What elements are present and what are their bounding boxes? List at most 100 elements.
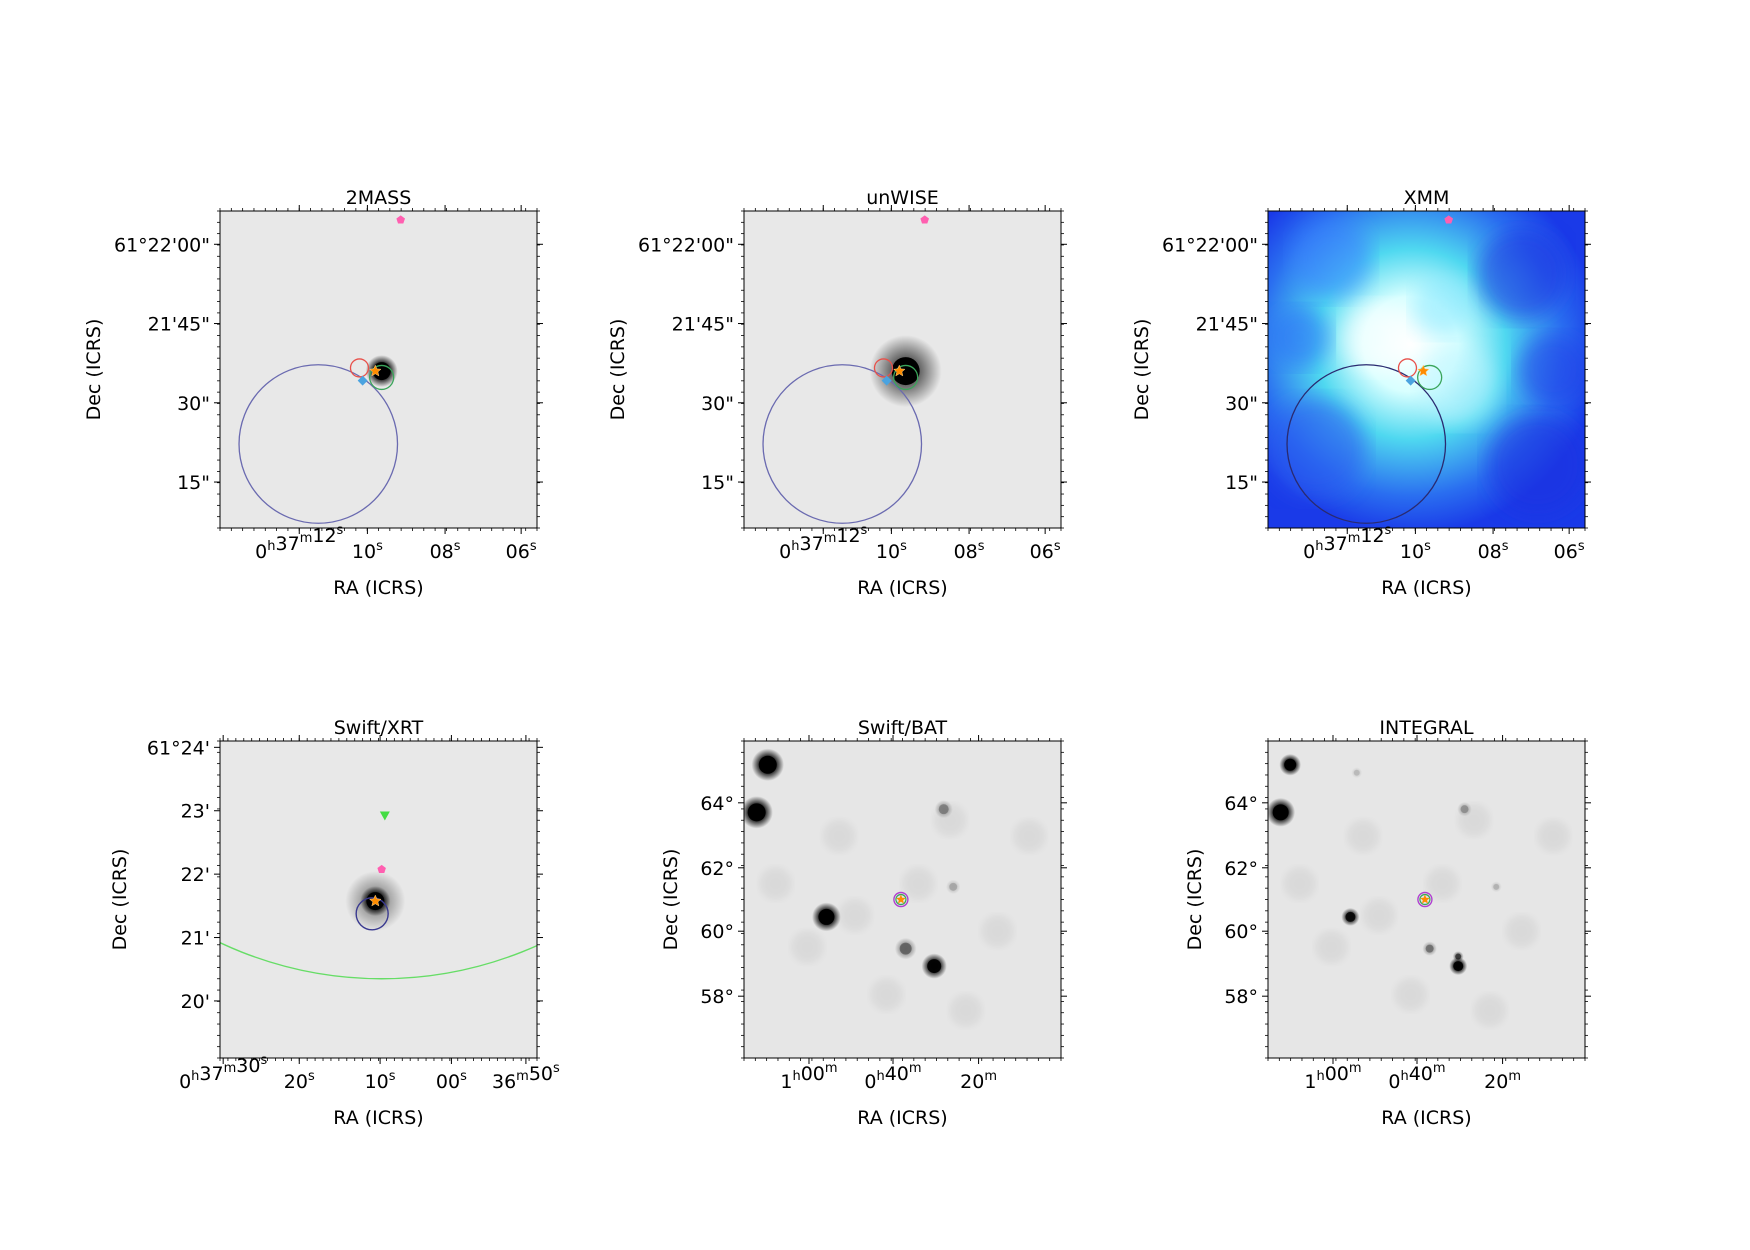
x-tick-label: 0h37m12s bbox=[779, 523, 867, 563]
field-source-core bbox=[938, 804, 949, 815]
y-tick-label: 62° bbox=[1224, 858, 1258, 880]
panel-title: INTEGRAL bbox=[1379, 717, 1474, 739]
background-fluctuation bbox=[1283, 867, 1316, 900]
red-circle bbox=[873, 358, 894, 378]
x-tick-unit: m bbox=[984, 1069, 997, 1084]
field-source-core bbox=[747, 803, 766, 822]
blue-diamond bbox=[1405, 375, 1416, 386]
x-tick-value: 1 bbox=[780, 1071, 792, 1093]
x-axis-label: RA (ICRS) bbox=[1381, 577, 1471, 599]
y-tick-label: 30" bbox=[177, 393, 210, 415]
x-tick-unit: m bbox=[909, 1061, 922, 1076]
x-tick-value: 30 bbox=[236, 1055, 260, 1077]
y-axis-label: Dec (ICRS) bbox=[109, 849, 131, 951]
panel-image bbox=[1268, 741, 1585, 1058]
y-tick-label: 58° bbox=[700, 986, 734, 1008]
field-source-core bbox=[818, 908, 835, 925]
x-tick-label: 08s bbox=[1478, 539, 1509, 563]
field-source-core bbox=[1460, 805, 1469, 814]
x-tick-label: 20s bbox=[284, 1069, 315, 1093]
x-tick-label: 10s bbox=[352, 539, 383, 563]
x-tick-value: 08 bbox=[1478, 541, 1502, 563]
x-tick-label: 36m50s bbox=[492, 1061, 560, 1093]
emission-patch bbox=[1476, 229, 1567, 320]
x-tick-unit: s bbox=[530, 539, 537, 554]
background-fluctuation bbox=[1362, 899, 1395, 932]
x-tick-unit: m bbox=[224, 1061, 237, 1076]
background-fluctuation bbox=[823, 820, 856, 853]
x-tick-value: 40 bbox=[885, 1063, 909, 1085]
emission-patch bbox=[1343, 302, 1414, 373]
background-fluctuation bbox=[1013, 820, 1046, 853]
x-tick-label: 20m bbox=[960, 1069, 997, 1093]
x-axis-label: RA (ICRS) bbox=[857, 1107, 947, 1129]
panel-image bbox=[744, 741, 1061, 1058]
panel-title: unWISE bbox=[866, 187, 939, 209]
emission-patch bbox=[1291, 218, 1372, 299]
x-tick-value: 20 bbox=[284, 1071, 308, 1093]
x-tick-unit: h bbox=[792, 1069, 800, 1084]
y-tick-label: 21'45" bbox=[148, 314, 210, 336]
x-tick-unit: s bbox=[454, 539, 461, 554]
x-tick-label: 08s bbox=[954, 539, 985, 563]
field-source-core bbox=[1353, 769, 1360, 776]
x-tick-value: 00 bbox=[1325, 1063, 1349, 1085]
position-star bbox=[368, 894, 382, 907]
background-fluctuation bbox=[870, 978, 903, 1011]
field-source-core bbox=[1455, 953, 1462, 960]
x-tick-unit: h bbox=[1400, 1069, 1408, 1084]
emission-patch bbox=[1269, 307, 1330, 368]
x-tick-unit: h bbox=[1315, 539, 1323, 554]
panel-title: Swift/XRT bbox=[334, 717, 424, 739]
y-tick-label: 15" bbox=[177, 472, 210, 494]
x-tick-value: 12 bbox=[1360, 525, 1384, 547]
y-tick-label: 64° bbox=[1224, 793, 1258, 815]
background-fluctuation bbox=[838, 899, 871, 932]
y-tick-label: 15" bbox=[701, 472, 734, 494]
y-tick-label: 22' bbox=[181, 864, 210, 886]
y-tick-label: 60° bbox=[700, 921, 734, 943]
x-tick-unit: s bbox=[1578, 539, 1585, 554]
y-tick-label: 21' bbox=[181, 928, 210, 950]
x-axis-label: RA (ICRS) bbox=[857, 577, 947, 599]
x-tick-label: 0h37m30s bbox=[179, 1053, 267, 1093]
y-tick-label: 64° bbox=[700, 793, 734, 815]
y-tick-label: 61°22'00" bbox=[638, 234, 734, 256]
field-source bbox=[1422, 941, 1437, 956]
x-tick-value: 0 bbox=[1388, 1071, 1400, 1093]
large-error-circle bbox=[1286, 364, 1447, 524]
x-tick-label: 0h40m bbox=[1388, 1061, 1445, 1093]
x-tick-unit: s bbox=[260, 1053, 267, 1068]
position-star bbox=[368, 364, 382, 377]
source-core bbox=[891, 357, 920, 386]
y-axis-label: Dec (ICRS) bbox=[1184, 849, 1206, 951]
panel-title: XMM bbox=[1404, 187, 1450, 209]
x-tick-value: 0 bbox=[255, 541, 267, 563]
x-tick-unit: s bbox=[1502, 539, 1509, 554]
y-tick-label: 15" bbox=[1225, 472, 1258, 494]
x-tick-label: 1h00m bbox=[1304, 1061, 1361, 1093]
background-fluctuation bbox=[759, 867, 792, 900]
x-tick-unit: s bbox=[1424, 539, 1431, 554]
green-circle bbox=[893, 364, 919, 391]
field-source bbox=[894, 937, 917, 960]
y-tick-label: 61°22'00" bbox=[114, 234, 210, 256]
background-fluctuation bbox=[791, 931, 824, 964]
x-tick-label: 1h00m bbox=[780, 1061, 837, 1093]
panel-image bbox=[220, 741, 537, 1058]
x-tick-unit: s bbox=[389, 1069, 396, 1084]
field-source-core bbox=[1493, 883, 1500, 890]
x-tick-value: 06 bbox=[506, 541, 530, 563]
x-tick-unit: h bbox=[876, 1069, 884, 1084]
x-tick-value: 00 bbox=[436, 1071, 460, 1093]
x-tick-unit: h bbox=[191, 1069, 199, 1084]
purple-circle bbox=[893, 891, 909, 908]
field-source-core bbox=[1425, 944, 1434, 953]
x-tick-unit: s bbox=[376, 539, 383, 554]
x-tick-label: 0h37m12s bbox=[255, 523, 343, 563]
